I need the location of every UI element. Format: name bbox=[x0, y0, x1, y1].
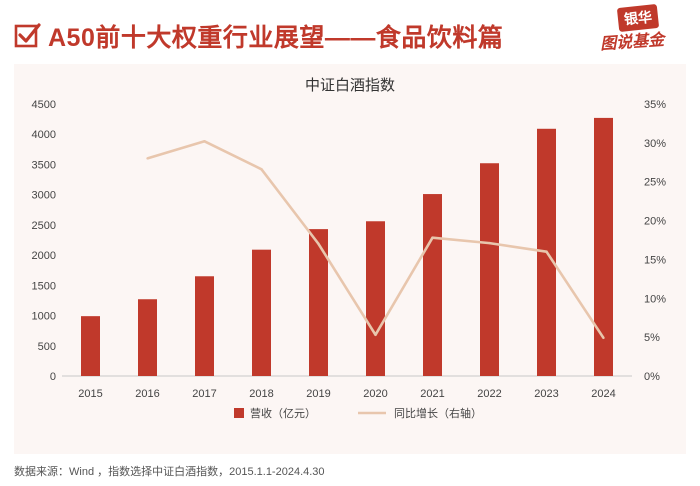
bar bbox=[252, 249, 271, 376]
y-left-tick-label: 2000 bbox=[32, 250, 56, 262]
bar bbox=[195, 276, 214, 376]
y-right-tick-label: 10% bbox=[644, 293, 666, 305]
y-left-tick-label: 3000 bbox=[32, 190, 56, 202]
x-tick-label: 2024 bbox=[591, 388, 615, 400]
chart-title: 中证白酒指数 bbox=[305, 77, 395, 94]
x-tick-label: 2023 bbox=[534, 388, 558, 400]
y-left-tick-label: 4500 bbox=[32, 99, 56, 111]
y-left-tick-label: 1500 bbox=[32, 280, 56, 292]
chart: 中证白酒指数 0 500 1000 1500 2000 2500 3000 3500 4000 45… bbox=[32, 77, 667, 420]
bar bbox=[366, 221, 385, 376]
page-title: A50前十大权重行业展望——食品饮料篇 bbox=[48, 24, 504, 52]
y-left-tick-label: 3500 bbox=[32, 159, 56, 171]
y-right-tick-label: 0% bbox=[644, 371, 660, 383]
growth-point bbox=[317, 242, 320, 246]
y-left-tick-label: 1000 bbox=[32, 311, 56, 323]
x-tick-label: 2021 bbox=[420, 388, 444, 400]
x-tick-label: 2018 bbox=[249, 388, 273, 400]
bar bbox=[138, 299, 157, 376]
growth-point bbox=[146, 157, 149, 160]
growth-point bbox=[260, 168, 263, 171]
legend-swatch-bars bbox=[234, 408, 244, 418]
legend-label-bars: 营收（亿元） bbox=[250, 406, 316, 420]
y-right-tick-label: 35% bbox=[644, 99, 666, 111]
legend-label-line: 同比增长（右轴） bbox=[394, 406, 482, 420]
y-right-tick-label: 20% bbox=[644, 216, 666, 228]
bar bbox=[594, 117, 613, 376]
y-right-tick-label: 30% bbox=[644, 138, 666, 150]
y-left-tick-label: 2500 bbox=[32, 220, 56, 232]
growth-point bbox=[545, 250, 548, 253]
x-tick-label: 2019 bbox=[306, 388, 330, 400]
x-tick-label: 2016 bbox=[135, 388, 159, 400]
x-tick-label: 2022 bbox=[477, 388, 501, 400]
bar bbox=[423, 194, 442, 376]
logo-line-2: 图说基金 bbox=[599, 31, 665, 54]
growth-point bbox=[203, 140, 206, 143]
growth-point bbox=[431, 236, 434, 239]
growth-point bbox=[488, 241, 491, 245]
x-tick-label: 2020 bbox=[363, 388, 387, 400]
bar bbox=[309, 229, 328, 376]
source-note: 数据来源：Wind ，指数选择中证白酒指数，2015.1.1-2024.4.30 bbox=[14, 466, 325, 478]
growth-point bbox=[374, 333, 377, 337]
growth-point bbox=[602, 336, 605, 340]
bar bbox=[81, 316, 100, 376]
x-tick-label: 2017 bbox=[192, 388, 216, 400]
y-right-tick-label: 15% bbox=[644, 254, 666, 266]
y-right-tick-label: 5% bbox=[644, 332, 660, 344]
y-left-tick-label: 0 bbox=[50, 371, 56, 383]
y-right-tick-label: 25% bbox=[644, 177, 666, 189]
y-left-tick-label: 4000 bbox=[32, 129, 56, 141]
chart-panel: 中证白酒指数 0 500 1000 1500 2000 2500 3000 3500 4000 45… bbox=[14, 64, 686, 454]
bar bbox=[480, 163, 499, 376]
checkbox-checked-icon bbox=[14, 23, 41, 48]
y-left-tick-label: 500 bbox=[38, 341, 56, 353]
brand-logo: 银华 图说基金 bbox=[599, 3, 692, 54]
header: A50前十大权重行业展望——食品饮料篇 银华 图说基金 bbox=[0, 0, 700, 60]
x-tick-label: 2015 bbox=[78, 388, 102, 400]
